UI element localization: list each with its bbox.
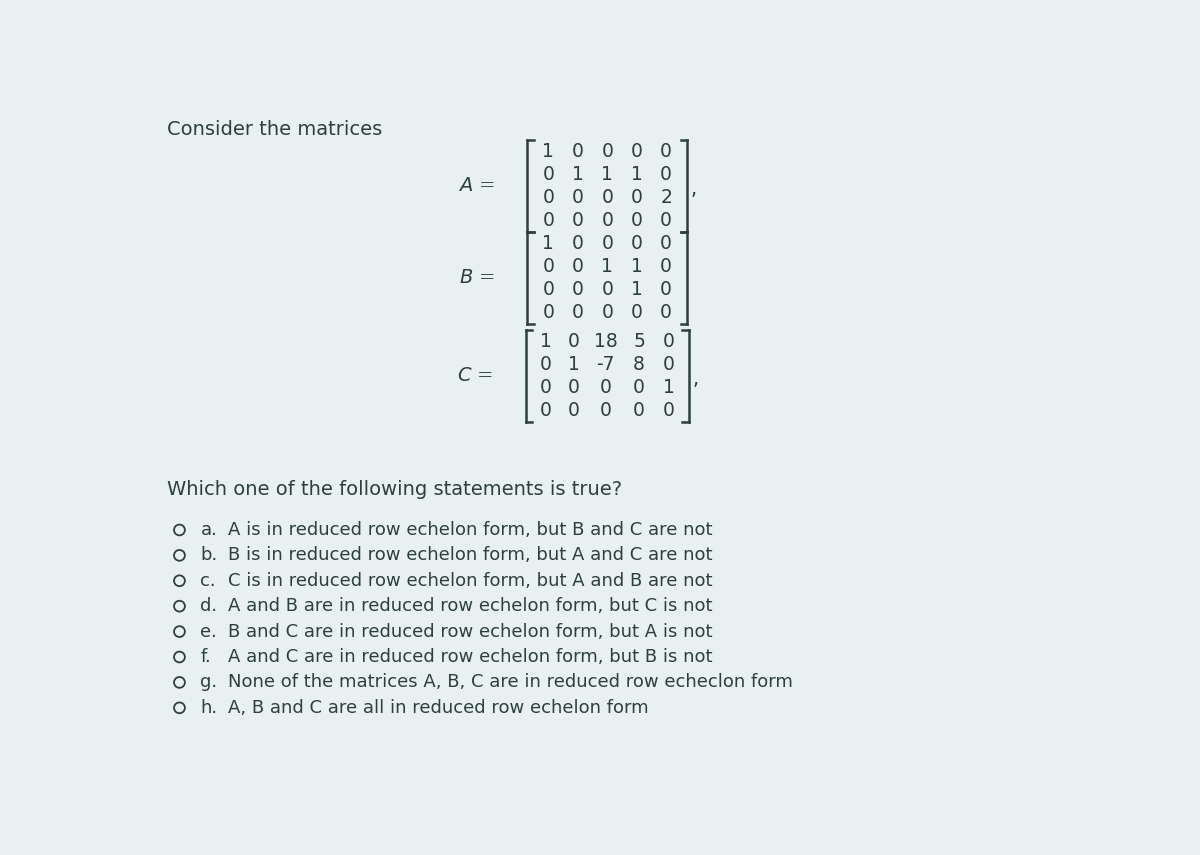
Text: 0: 0: [542, 257, 554, 276]
Text: A and B are in reduced row echelon form, but C is not: A and B are in reduced row echelon form,…: [228, 597, 712, 616]
Text: 0: 0: [660, 304, 672, 322]
Text: 0: 0: [572, 304, 583, 322]
Text: 0: 0: [572, 257, 583, 276]
Text: $\mathit{C}$ =: $\mathit{C}$ =: [457, 367, 493, 385]
Text: 0: 0: [660, 165, 672, 184]
Text: 1: 1: [631, 257, 643, 276]
Text: 0: 0: [601, 142, 613, 161]
Text: 0: 0: [600, 378, 612, 397]
Text: 18: 18: [594, 332, 618, 351]
Text: g.: g.: [200, 674, 217, 692]
Text: 0: 0: [542, 304, 554, 322]
Text: C is in reduced row echelon form, but A and B are not: C is in reduced row echelon form, but A …: [228, 572, 712, 590]
Text: 0: 0: [542, 165, 554, 184]
Text: 0: 0: [601, 280, 613, 299]
Text: 0: 0: [572, 142, 583, 161]
Text: 0: 0: [634, 378, 644, 397]
Text: 0: 0: [631, 211, 643, 230]
Text: 0: 0: [631, 142, 643, 161]
Text: b.: b.: [200, 546, 217, 564]
Text: 0: 0: [660, 280, 672, 299]
Text: ,: ,: [691, 180, 697, 199]
Text: 0: 0: [540, 355, 552, 374]
Text: 1: 1: [542, 142, 554, 161]
Text: A is in reduced row echelon form, but B and C are not: A is in reduced row echelon form, but B …: [228, 521, 712, 539]
Text: Which one of the following statements is true?: Which one of the following statements is…: [167, 480, 622, 499]
Text: 0: 0: [568, 378, 580, 397]
Text: 0: 0: [601, 304, 613, 322]
Text: 1: 1: [601, 165, 613, 184]
Text: 0: 0: [542, 280, 554, 299]
Text: h.: h.: [200, 699, 217, 716]
Text: d.: d.: [200, 597, 217, 616]
Text: 0: 0: [572, 234, 583, 253]
Text: 1: 1: [572, 165, 583, 184]
Text: 0: 0: [542, 211, 554, 230]
Text: 0: 0: [540, 378, 552, 397]
Text: 1: 1: [540, 332, 552, 351]
Text: 0: 0: [601, 234, 613, 253]
Text: 0: 0: [540, 401, 552, 420]
Text: 0: 0: [662, 401, 674, 420]
Text: A and C are in reduced row echelon form, but B is not: A and C are in reduced row echelon form,…: [228, 648, 712, 666]
Text: f.: f.: [200, 648, 211, 666]
Text: ,: ,: [692, 370, 698, 389]
Text: -7: -7: [596, 355, 614, 374]
Text: 1: 1: [662, 378, 674, 397]
Text: c.: c.: [200, 572, 216, 590]
Text: $\mathit{A}$ =: $\mathit{A}$ =: [458, 177, 494, 195]
Text: 0: 0: [601, 188, 613, 207]
Text: 0: 0: [662, 332, 674, 351]
Text: 0: 0: [662, 355, 674, 374]
Text: 0: 0: [634, 401, 644, 420]
Text: B and C are in reduced row echelon form, but A is not: B and C are in reduced row echelon form,…: [228, 622, 712, 640]
Text: 1: 1: [631, 165, 643, 184]
Text: 2: 2: [660, 188, 672, 207]
Text: B is in reduced row echelon form, but A and C are not: B is in reduced row echelon form, but A …: [228, 546, 712, 564]
Text: 1: 1: [601, 257, 613, 276]
Text: 0: 0: [572, 211, 583, 230]
Text: A, B and C are all in reduced row echelon form: A, B and C are all in reduced row echelo…: [228, 699, 648, 716]
Text: 8: 8: [634, 355, 644, 374]
Text: 1: 1: [542, 234, 554, 253]
Text: 0: 0: [568, 401, 580, 420]
Text: 0: 0: [542, 188, 554, 207]
Text: 0: 0: [600, 401, 612, 420]
Text: 0: 0: [601, 211, 613, 230]
Text: a.: a.: [200, 521, 217, 539]
Text: 0: 0: [660, 234, 672, 253]
Text: 0: 0: [572, 280, 583, 299]
Text: 0: 0: [660, 142, 672, 161]
Text: Consider the matrices: Consider the matrices: [167, 120, 383, 139]
Text: 1: 1: [568, 355, 580, 374]
Text: $\mathit{B}$ =: $\mathit{B}$ =: [458, 269, 494, 287]
Text: 0: 0: [660, 211, 672, 230]
Text: e.: e.: [200, 622, 217, 640]
Text: 0: 0: [572, 188, 583, 207]
Text: 1: 1: [631, 280, 643, 299]
Text: 0: 0: [568, 332, 580, 351]
Text: 0: 0: [660, 257, 672, 276]
Text: 0: 0: [631, 188, 643, 207]
Text: 0: 0: [631, 234, 643, 253]
Text: 5: 5: [634, 332, 644, 351]
Text: None of the matrices A, B, C are in reduced row echeclon form: None of the matrices A, B, C are in redu…: [228, 674, 792, 692]
Text: 0: 0: [631, 304, 643, 322]
